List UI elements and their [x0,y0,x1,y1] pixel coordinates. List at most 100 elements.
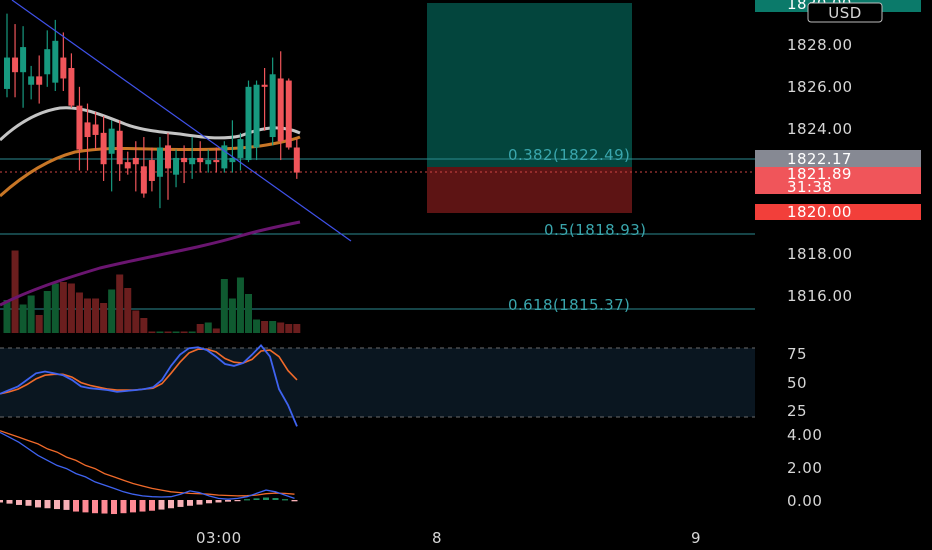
volume-bar [204,322,212,333]
candle-body [68,68,75,106]
candle[interactable] [20,26,27,108]
candle[interactable] [28,65,35,100]
volume-bar [164,331,172,333]
macd-hist-bar [168,500,174,509]
candle-body [189,157,196,165]
macd-hist-bar [120,500,127,514]
candle[interactable] [221,141,228,173]
volume-bar [116,274,124,333]
macd-hist-bar [187,500,193,506]
candle[interactable] [173,149,180,188]
candle-body [132,157,139,165]
stochastic-band [0,348,755,417]
volume-bar [3,300,11,333]
ma-short-line [0,106,301,142]
candle[interactable] [269,57,276,146]
candle-body [229,157,236,163]
macd-tick: 0.00 [787,492,822,510]
fib-label-0382: 0.382(1822.49) [508,146,630,164]
candle-body [116,130,123,165]
candle[interactable] [116,120,123,181]
candle[interactable] [76,86,83,171]
currency-badge[interactable] [807,2,883,23]
volume-bar [236,277,244,333]
candle[interactable] [245,80,252,163]
volume-bar [140,318,148,333]
candle[interactable] [213,147,220,173]
candle-body [148,160,155,181]
take-profit-zone[interactable] [427,3,632,167]
candle[interactable] [92,111,99,150]
candle[interactable] [261,68,268,131]
candle[interactable] [277,51,284,161]
candle[interactable] [237,132,244,171]
macd-hist-bar [244,499,250,501]
macd-hist-bar [291,500,298,502]
candle-body [76,105,83,150]
candle[interactable] [60,32,67,92]
candle-body [173,157,180,175]
candle-body [44,49,51,75]
candle[interactable] [140,137,147,198]
candle[interactable] [108,120,115,192]
macd-line [0,431,295,500]
macd-hist-bar [272,498,279,500]
candle[interactable] [197,141,204,173]
candle[interactable] [229,120,236,173]
candle[interactable] [293,139,300,179]
candle[interactable] [189,137,196,179]
volume-bar [196,324,204,333]
candle[interactable] [165,132,171,200]
candle[interactable] [132,141,139,192]
macd-signal-line [0,430,295,497]
volume-bar [188,331,196,333]
candle-body [92,124,99,135]
candle[interactable] [44,30,51,87]
candle[interactable] [84,103,91,171]
candle[interactable] [156,137,163,209]
volume-bar [19,304,27,333]
candle-body [261,84,268,87]
candle[interactable] [181,145,188,184]
candle-body [205,160,212,165]
candle-body [277,78,284,142]
macd-hist-bar [149,500,155,511]
price-axis[interactable]: 1830.00 USD 1828.00 1826.00 1824.00 1818… [755,0,921,510]
time-axis[interactable]: 03:00 8 9 [196,529,701,547]
currency-label: USD [828,4,862,22]
candle-body [100,132,107,165]
macd-hist-bar [54,500,60,510]
macd-histogram [0,497,298,515]
candle[interactable] [148,147,155,192]
macd-hist-bar [177,500,184,507]
macd-hist-bar [206,500,212,504]
trendline[interactable] [11,0,352,242]
volume-bar [180,331,188,333]
macd-hist-bar [73,500,79,512]
macd-hist-bar [215,500,222,503]
candle-body [36,76,43,85]
macd-hist-bar [111,500,117,515]
price-tick: 1828.00 [787,36,853,54]
candle[interactable] [12,24,19,98]
candle[interactable] [205,149,212,173]
volume-bar [285,324,293,333]
price-badge-gray [755,150,921,167]
candle[interactable] [4,13,10,98]
candle[interactable] [285,78,292,150]
stoch-tick: 75 [787,345,807,363]
volume-bar [172,331,180,333]
candle[interactable] [253,80,260,161]
candle[interactable] [100,116,107,181]
candlesticks[interactable] [4,13,300,209]
candle[interactable] [36,55,43,104]
candle[interactable] [124,151,131,175]
volume-bar [148,331,156,333]
macd-hist-bar [6,500,13,504]
volume-bar [245,294,252,333]
candle-body [165,145,171,169]
candle[interactable] [52,19,59,92]
candle[interactable] [68,53,75,108]
stop-loss-zone[interactable] [427,167,632,213]
